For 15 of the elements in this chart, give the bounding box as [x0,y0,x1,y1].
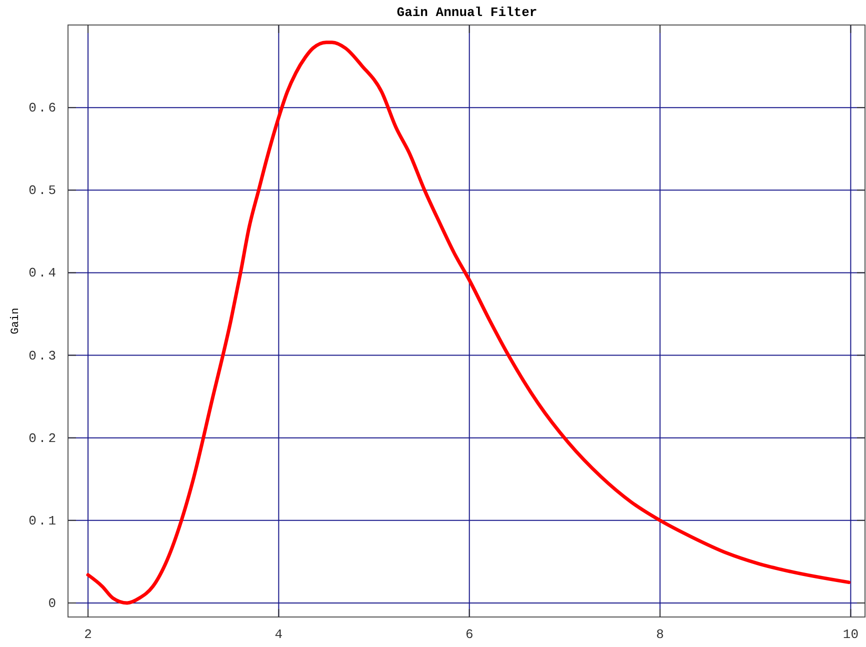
x-tick-label: 8 [656,627,664,642]
x-tick-label: 6 [465,627,474,642]
y-axis-title: Gain [10,308,22,334]
line-series [86,40,851,605]
y-tick-label: 0.2 [28,430,58,446]
y-tick-label: 0.5 [28,183,58,198]
x-tick-label: 10 [842,627,859,642]
y-tick-label: 0 [48,596,58,611]
y-tick-label: 0.3 [28,348,58,364]
x-tick-label: 2 [84,627,92,642]
x-tick-label: 4 [274,627,283,642]
y-tick-label: 0.1 [28,513,58,528]
y-tick-label: 0.4 [28,266,58,281]
chart-title: Gain Annual Filter [396,5,538,20]
y-tick-label: 0.6 [28,100,58,116]
